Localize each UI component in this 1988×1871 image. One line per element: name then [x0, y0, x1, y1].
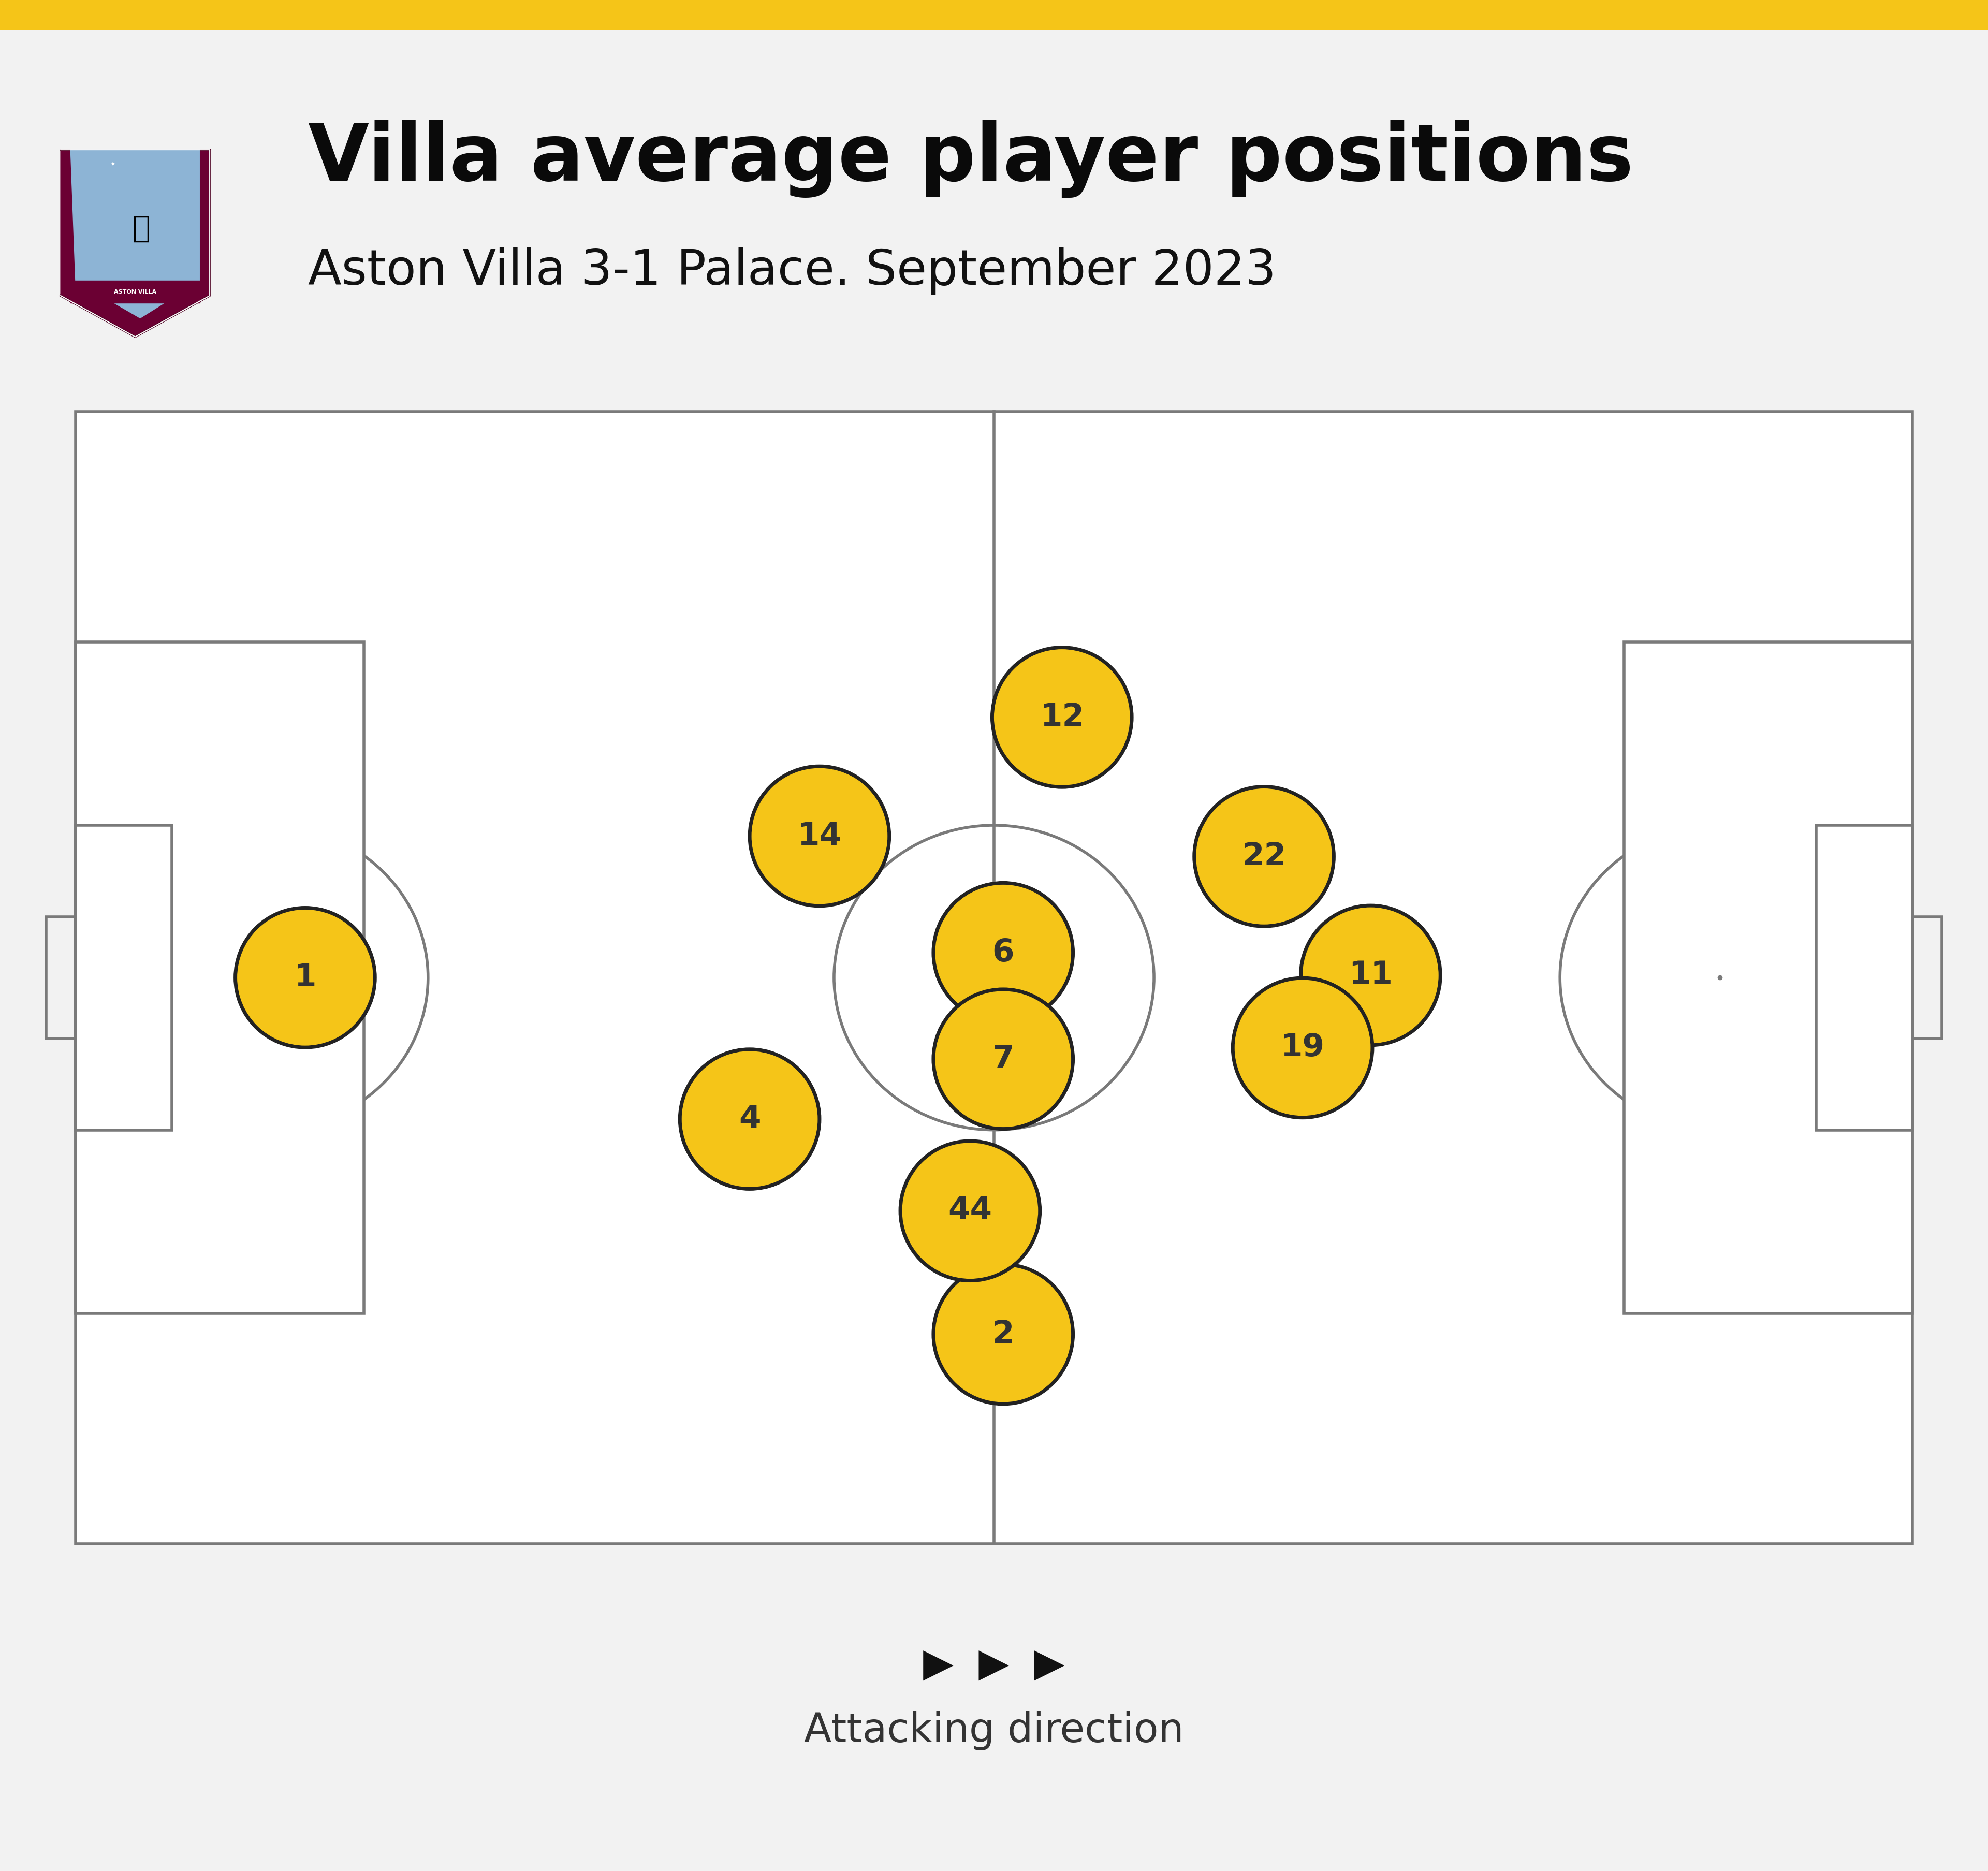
- Bar: [76, 825, 171, 1130]
- Ellipse shape: [235, 907, 376, 1048]
- Text: 4: 4: [740, 1104, 761, 1134]
- Text: 22: 22: [1242, 842, 1286, 872]
- Text: Attacking direction: Attacking direction: [803, 1710, 1185, 1751]
- Text: Villa average player positions: Villa average player positions: [308, 120, 1634, 198]
- Ellipse shape: [992, 647, 1131, 788]
- Ellipse shape: [934, 883, 1074, 1022]
- Bar: [1912, 917, 1942, 1038]
- Bar: [1817, 825, 1912, 1130]
- Bar: [1624, 642, 1912, 1313]
- Ellipse shape: [1195, 786, 1334, 926]
- Text: 14: 14: [797, 821, 841, 851]
- Text: 44: 44: [948, 1196, 992, 1226]
- Ellipse shape: [680, 1050, 819, 1188]
- Bar: [76, 642, 364, 1313]
- Text: ▶  ▶  ▶: ▶ ▶ ▶: [922, 1646, 1066, 1684]
- Polygon shape: [62, 150, 211, 337]
- Bar: [0, 0, 1988, 30]
- Text: 19: 19: [1280, 1033, 1324, 1063]
- Ellipse shape: [901, 1141, 1040, 1280]
- Text: ✦: ✦: [109, 161, 115, 168]
- Ellipse shape: [1233, 979, 1372, 1117]
- Text: 11: 11: [1348, 960, 1392, 990]
- Text: 12: 12: [1040, 702, 1083, 733]
- Text: 7: 7: [992, 1044, 1014, 1074]
- Text: 🦁: 🦁: [131, 213, 151, 243]
- Bar: [46, 917, 76, 1038]
- Text: ASTON VILLA: ASTON VILLA: [113, 290, 157, 294]
- Text: 2: 2: [992, 1319, 1014, 1349]
- Ellipse shape: [934, 1265, 1074, 1403]
- Polygon shape: [72, 150, 199, 318]
- Polygon shape: [72, 281, 199, 303]
- Bar: [76, 412, 1912, 1544]
- Text: 1: 1: [294, 962, 316, 994]
- Text: 6: 6: [992, 937, 1014, 967]
- Ellipse shape: [1300, 906, 1441, 1046]
- Ellipse shape: [749, 767, 889, 906]
- Text: Aston Villa 3-1 Palace. September 2023: Aston Villa 3-1 Palace. September 2023: [308, 247, 1276, 296]
- Ellipse shape: [934, 990, 1074, 1128]
